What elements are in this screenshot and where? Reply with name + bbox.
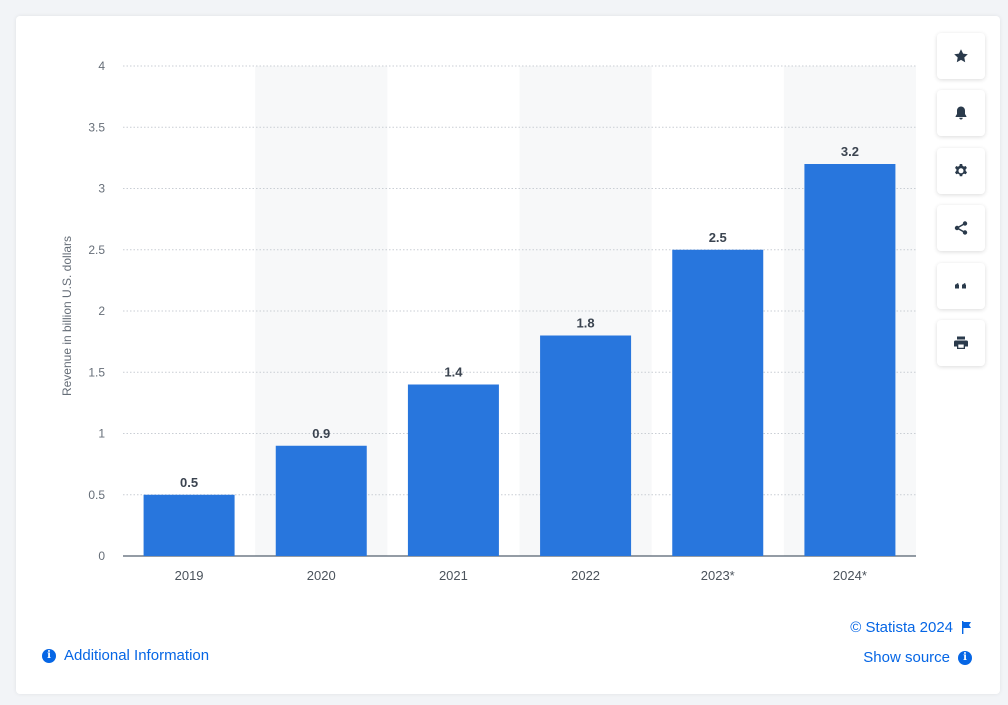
y-tick-label: 1.5 (88, 365, 105, 379)
x-tick-label: 2023* (701, 568, 735, 583)
x-tick-label: 2021 (439, 568, 468, 583)
print-button[interactable] (937, 320, 985, 366)
bar-value-label: 3.2 (841, 144, 859, 159)
copyright-label: © Statista 2024 (850, 619, 953, 636)
settings-button[interactable] (937, 148, 985, 194)
bar (540, 335, 632, 556)
bar-value-label: 0.5 (180, 475, 198, 490)
y-tick-label: 3.5 (88, 120, 105, 134)
info-icon: i (958, 650, 972, 665)
y-tick-label: 1 (98, 427, 105, 441)
notification-button[interactable] (937, 90, 985, 136)
additional-information-label: Additional Information (64, 647, 210, 664)
bar-value-label: 1.8 (577, 316, 595, 331)
copyright-link[interactable]: © Statista 2024 (850, 619, 972, 636)
gear-icon (955, 164, 967, 177)
y-tick-label: 0.5 (88, 488, 105, 502)
y-tick-label: 3 (98, 182, 105, 196)
show-source-link[interactable]: Show source i (863, 649, 972, 666)
show-source-label: Show source (863, 649, 950, 666)
bar (672, 249, 764, 556)
share-icon (954, 221, 968, 235)
y-axis-title: Revenue in billion U.S. dollars (60, 236, 74, 396)
share-button[interactable] (937, 205, 985, 251)
star-icon (954, 49, 968, 63)
quote-icon (955, 283, 966, 289)
info-icon: i (42, 648, 56, 663)
x-tick-label: 2019 (175, 568, 204, 583)
bar (275, 445, 367, 556)
x-tick-label: 2024* (833, 568, 867, 583)
y-tick-label: 4 (98, 59, 105, 73)
y-tick-label: 2 (98, 304, 105, 318)
additional-information-link[interactable]: i Additional Information (42, 647, 209, 664)
y-tick-label: 2.5 (88, 243, 105, 257)
bar-value-label: 1.4 (444, 365, 463, 380)
x-tick-label: 2022 (571, 568, 600, 583)
x-tick-label: 2020 (307, 568, 336, 583)
bar (804, 164, 896, 556)
bar (407, 384, 499, 556)
bar (143, 494, 235, 556)
printer-icon (954, 336, 968, 349)
y-tick-label: 0 (98, 549, 105, 563)
bar-value-label: 2.5 (709, 230, 727, 245)
favorite-button[interactable] (937, 33, 985, 79)
flag-icon (962, 621, 971, 634)
bar-value-label: 0.9 (312, 426, 330, 441)
bell-icon (955, 106, 967, 120)
cite-button[interactable] (937, 263, 985, 309)
